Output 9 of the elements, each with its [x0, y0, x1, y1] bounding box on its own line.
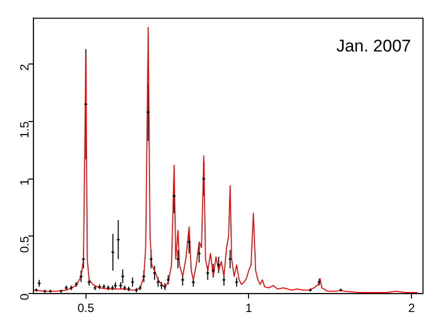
- x-tick-label: 2: [408, 301, 416, 316]
- y-tick-label: 2: [18, 64, 32, 71]
- annotation: Jan. 2007: [336, 36, 411, 56]
- y-tick-label: 0: [18, 293, 32, 300]
- y-tick-label: 1.5: [18, 121, 32, 138]
- y-tick-label: 0.5: [18, 236, 32, 253]
- x-tick-label: 1: [245, 301, 252, 316]
- y-tick-label: 1: [18, 178, 32, 186]
- x-tick-label: 0.5: [77, 301, 94, 316]
